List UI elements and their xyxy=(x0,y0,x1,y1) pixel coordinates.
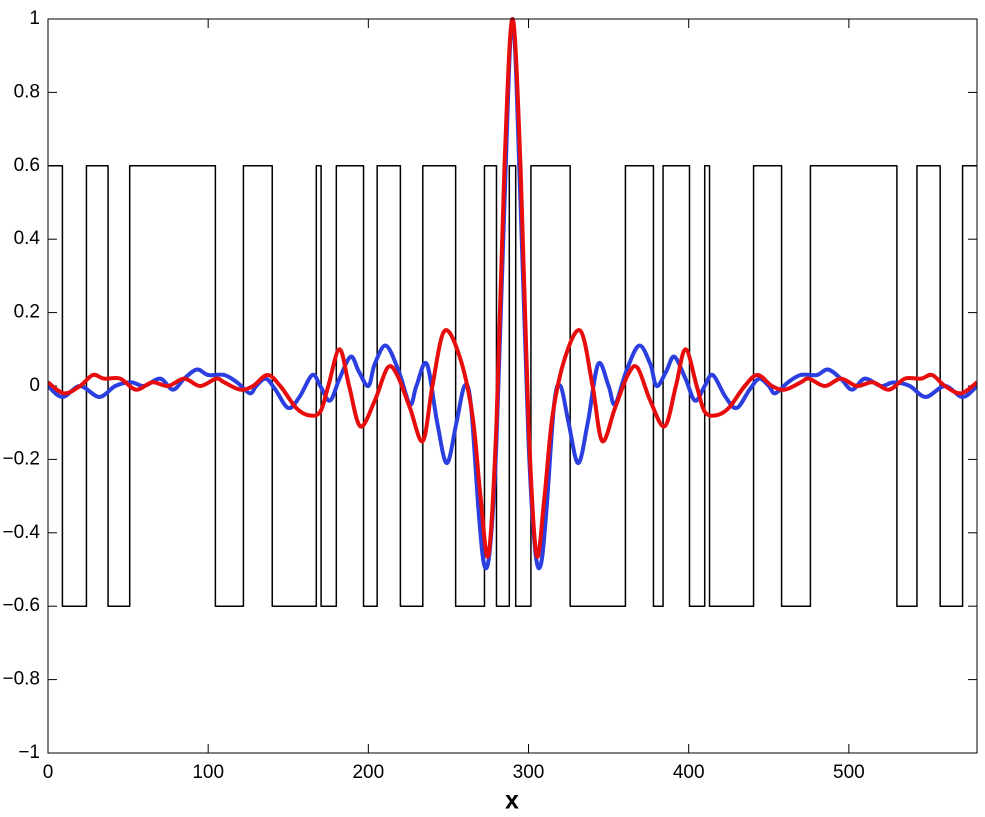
x-tick-label: 500 xyxy=(833,762,865,783)
x-tick-label: 400 xyxy=(673,762,705,783)
y-tick-label: −0.8 xyxy=(2,669,40,690)
plot-frame xyxy=(47,18,978,754)
x-tick-label: 0 xyxy=(43,762,54,783)
x-axis-label: x xyxy=(505,787,519,815)
x-tick-label: 100 xyxy=(192,762,224,783)
y-tick-label: −0.4 xyxy=(2,522,40,543)
plot-area xyxy=(48,19,977,753)
y-tick-label: 0.6 xyxy=(14,155,40,176)
y-tick-label: −1 xyxy=(18,742,40,763)
x-tick-label: 300 xyxy=(513,762,545,783)
x-tick-label: 200 xyxy=(352,762,384,783)
y-tick-label: −0.6 xyxy=(2,595,40,616)
y-tick-label: 0 xyxy=(29,375,40,396)
y-tick-label: −0.2 xyxy=(2,448,40,469)
y-tick-label: 0.8 xyxy=(14,81,40,102)
y-tick-label: 0.4 xyxy=(14,228,41,249)
y-tick-label: 1 xyxy=(29,8,40,29)
y-tick-label: 0.2 xyxy=(14,302,40,323)
